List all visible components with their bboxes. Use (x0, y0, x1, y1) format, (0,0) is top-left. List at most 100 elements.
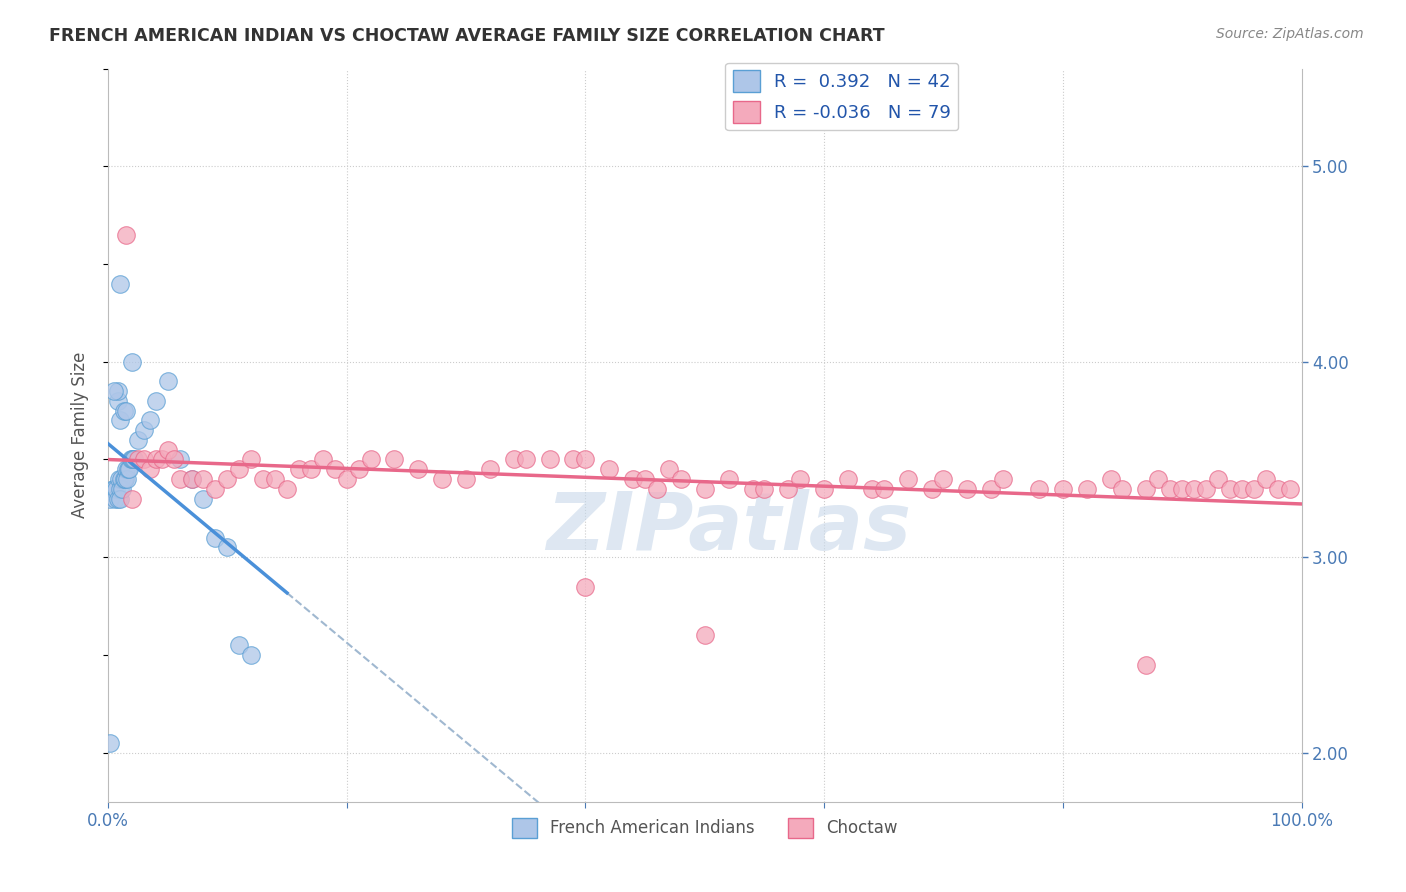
Point (789, 472, 811, 486)
Point (932, 472, 955, 486)
Point (813, 482, 835, 496)
Point (107, 472, 129, 486)
Point (240, 452, 263, 467)
Point (360, 452, 382, 467)
Point (621, 472, 644, 486)
Point (778, 482, 800, 496)
Point (180, 472, 202, 486)
Text: FRENCH AMERICAN INDIAN VS CHOCTAW AVERAGE FAMILY SIZE CORRELATION CHART: FRENCH AMERICAN INDIAN VS CHOCTAW AVERAG… (49, 27, 884, 45)
Point (108, 277, 131, 291)
Point (180, 472, 202, 486)
Point (132, 423, 155, 437)
Point (1182, 482, 1205, 496)
Point (897, 472, 920, 486)
Point (562, 452, 585, 467)
Point (991, 472, 1014, 486)
Point (108, 413, 131, 427)
Point (658, 462, 681, 476)
Point (115, 472, 138, 486)
Point (574, 452, 596, 467)
Point (478, 462, 501, 476)
Point (107, 491, 129, 506)
Point (693, 628, 716, 642)
Text: ZIPatlas: ZIPatlas (546, 489, 911, 567)
Point (127, 433, 149, 447)
Point (240, 648, 263, 662)
Point (312, 452, 335, 467)
Point (276, 482, 298, 496)
Point (408, 462, 430, 476)
Point (108, 482, 131, 496)
Point (105, 482, 128, 496)
Point (228, 638, 250, 652)
Y-axis label: Average Family Size: Average Family Size (72, 351, 89, 518)
Point (717, 472, 740, 486)
Point (132, 452, 155, 467)
Point (1135, 482, 1157, 496)
Point (122, 452, 145, 467)
Point (1243, 482, 1265, 496)
Point (1076, 482, 1098, 496)
Point (336, 472, 359, 486)
Point (139, 413, 162, 427)
Point (430, 472, 453, 486)
Point (634, 472, 657, 486)
Point (1135, 657, 1157, 672)
Point (1147, 472, 1170, 486)
Point (645, 482, 668, 496)
Point (347, 462, 370, 476)
Point (217, 541, 239, 555)
Point (1171, 482, 1194, 496)
Point (107, 384, 129, 398)
Point (101, 482, 124, 496)
Point (127, 452, 149, 467)
Point (1028, 482, 1050, 496)
Point (502, 452, 524, 467)
Point (323, 462, 346, 476)
Point (873, 482, 896, 496)
Point (574, 580, 596, 594)
Point (1052, 482, 1074, 496)
Point (104, 491, 127, 506)
Point (103, 384, 125, 398)
Point (112, 472, 135, 486)
Point (120, 452, 142, 467)
Point (103, 482, 125, 496)
Point (598, 462, 620, 476)
Point (117, 462, 139, 476)
Point (538, 452, 561, 467)
Point (1195, 482, 1218, 496)
Point (110, 472, 132, 486)
Point (1159, 482, 1181, 496)
Point (921, 482, 943, 496)
Point (1111, 482, 1133, 496)
Point (112, 403, 135, 417)
Point (162, 452, 184, 467)
Point (1219, 482, 1241, 496)
Point (217, 472, 239, 486)
Point (169, 472, 191, 486)
Point (956, 482, 979, 496)
Point (693, 482, 716, 496)
Point (384, 452, 406, 467)
Point (156, 442, 179, 457)
Point (193, 491, 215, 506)
Point (139, 462, 162, 476)
Point (118, 462, 141, 476)
Point (980, 482, 1002, 496)
Point (837, 472, 859, 486)
Point (1254, 472, 1277, 486)
Point (860, 482, 883, 496)
Point (121, 452, 143, 467)
Point (114, 472, 136, 486)
Point (454, 472, 477, 486)
Point (1267, 482, 1289, 496)
Point (299, 462, 322, 476)
Point (115, 462, 138, 476)
Point (264, 472, 287, 486)
Point (122, 452, 145, 467)
Point (145, 452, 167, 467)
Point (169, 452, 191, 467)
Point (150, 452, 173, 467)
Legend: French American Indians, Choctaw: French American Indians, Choctaw (505, 811, 904, 845)
